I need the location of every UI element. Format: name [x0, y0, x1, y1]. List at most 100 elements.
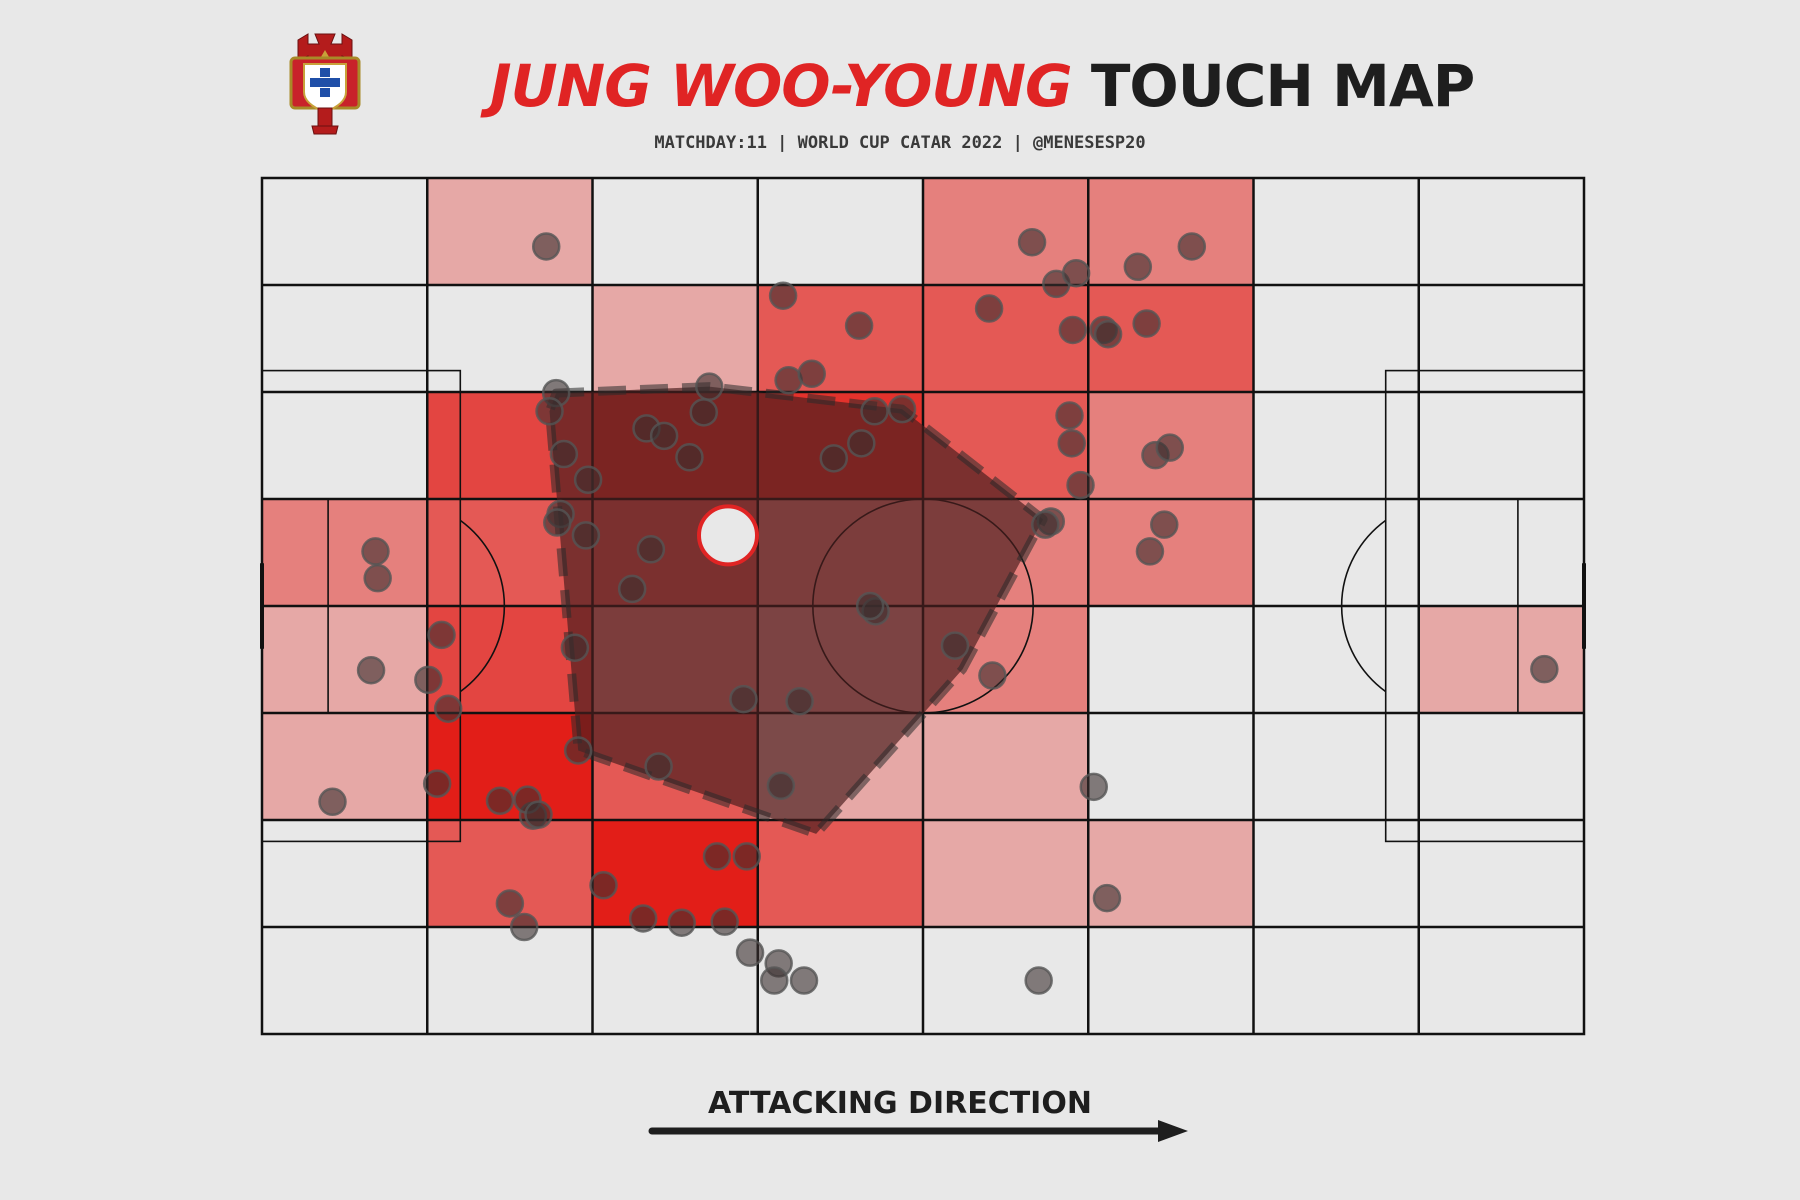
touch-point: [589, 871, 618, 900]
touch-point: [356, 655, 386, 685]
touch-point: [1530, 654, 1559, 684]
touch-point: [667, 908, 696, 937]
touch-point: [710, 907, 739, 936]
page-title: JUNG WOO-YOUNG TOUCH MAP: [490, 46, 1475, 126]
touch-point: [774, 365, 803, 395]
heatmap-cell: [1088, 606, 1254, 713]
heatmap-cell: [262, 178, 428, 285]
title-player-name: JUNG WOO-YOUNG: [490, 52, 1073, 120]
touch-point: [940, 631, 970, 660]
touch-point: [524, 800, 553, 829]
touch-point: [1155, 433, 1185, 462]
touches-layer: [318, 227, 1559, 995]
heatmap-cell: [1253, 392, 1419, 499]
heatmap-cell: [1418, 499, 1584, 606]
heatmap-cell: [1418, 927, 1584, 1034]
heatmap-cell: [262, 927, 428, 1034]
touch-point: [732, 842, 761, 871]
attacking-direction-arrow-icon: [648, 1120, 1188, 1142]
touch-point: [495, 889, 525, 918]
touch-point: [855, 591, 885, 621]
touch-point: [1079, 772, 1109, 802]
touch-point: [644, 752, 673, 781]
touch-point: [1123, 252, 1153, 282]
heatmap-cell: [1088, 713, 1254, 820]
heatmap-cell: [1418, 285, 1584, 392]
heatmap-cell: [1088, 178, 1254, 285]
attacking-direction-label: ATTACKING DIRECTION: [708, 1086, 1092, 1121]
heatmap-cell: [1418, 713, 1584, 820]
heatmap-cell: [1253, 499, 1419, 606]
heatmap-cell: [923, 178, 1089, 285]
heatmap-cell: [592, 285, 758, 392]
average-position-marker: [697, 504, 760, 567]
heatmap-cell: [592, 927, 758, 1034]
heatmap-cell: [757, 820, 923, 927]
portuguese-federation-crest-icon: [282, 30, 368, 136]
touch-point: [571, 521, 601, 550]
touch-point: [1017, 227, 1047, 257]
heatmap-cell: [262, 499, 428, 606]
touch-point: [485, 786, 515, 815]
heatmap-cell: [923, 927, 1089, 1034]
touch-point: [628, 904, 658, 933]
heatmap-cell: [1418, 606, 1584, 713]
touch-point: [433, 694, 463, 723]
penalty-arc-left: [459, 519, 506, 693]
touch-point: [1031, 510, 1060, 539]
heatmap-cell: [1418, 392, 1584, 499]
touch-point: [735, 938, 765, 967]
touch-point: [789, 966, 819, 995]
heatmap-cell: [1253, 927, 1419, 1034]
heatmap-cell: [592, 178, 758, 285]
touch-point: [636, 535, 666, 564]
touch-point: [1093, 319, 1123, 349]
touch-point: [563, 736, 593, 765]
heatmap-cell: [262, 606, 428, 713]
touch-point: [844, 311, 874, 340]
heatmap-cell: [427, 178, 593, 285]
heatmap-cell: [1253, 606, 1419, 713]
touch-point: [760, 966, 789, 995]
title-touch-map: TOUCH MAP: [1090, 52, 1475, 120]
heatmap-cell: [923, 820, 1089, 927]
touch-point: [766, 771, 796, 801]
heatmap-cell: [1418, 178, 1584, 285]
touch-point: [702, 842, 732, 871]
touch-point: [729, 684, 758, 714]
touch-point: [549, 439, 579, 469]
touch-point: [695, 372, 724, 401]
heatmap-cell: [923, 713, 1089, 820]
touch-point: [887, 394, 917, 424]
touch-point: [1058, 315, 1088, 345]
touch-point: [819, 444, 849, 473]
touch-point: [860, 397, 889, 426]
touch-point: [978, 661, 1007, 690]
penalty-arc-right: [1340, 519, 1387, 693]
touch-point: [974, 294, 1004, 323]
touch-point: [560, 633, 590, 662]
touch-point: [1177, 232, 1207, 261]
touch-point: [1092, 883, 1122, 913]
touch-point: [1061, 258, 1091, 288]
heatmap-cell: [427, 606, 593, 713]
heatmap-cell: [262, 392, 428, 499]
touch-point: [768, 281, 798, 310]
average-position-layer: [697, 504, 760, 567]
touch-point: [1132, 309, 1161, 338]
touch-point: [675, 443, 704, 472]
heatmap-layer: [262, 178, 1584, 1034]
heatmap-cell: [1088, 927, 1254, 1034]
touch-point: [573, 465, 603, 494]
touch-point: [1135, 537, 1165, 566]
touch-point: [1057, 429, 1086, 458]
touch-point: [531, 232, 561, 261]
touch-point: [1150, 510, 1179, 539]
touch-point: [363, 563, 392, 593]
heatmap-cell: [427, 285, 593, 392]
touch-point: [361, 537, 390, 566]
touch-point: [1024, 966, 1053, 995]
touch-point: [422, 769, 452, 798]
heatmap-cell: [923, 285, 1089, 392]
